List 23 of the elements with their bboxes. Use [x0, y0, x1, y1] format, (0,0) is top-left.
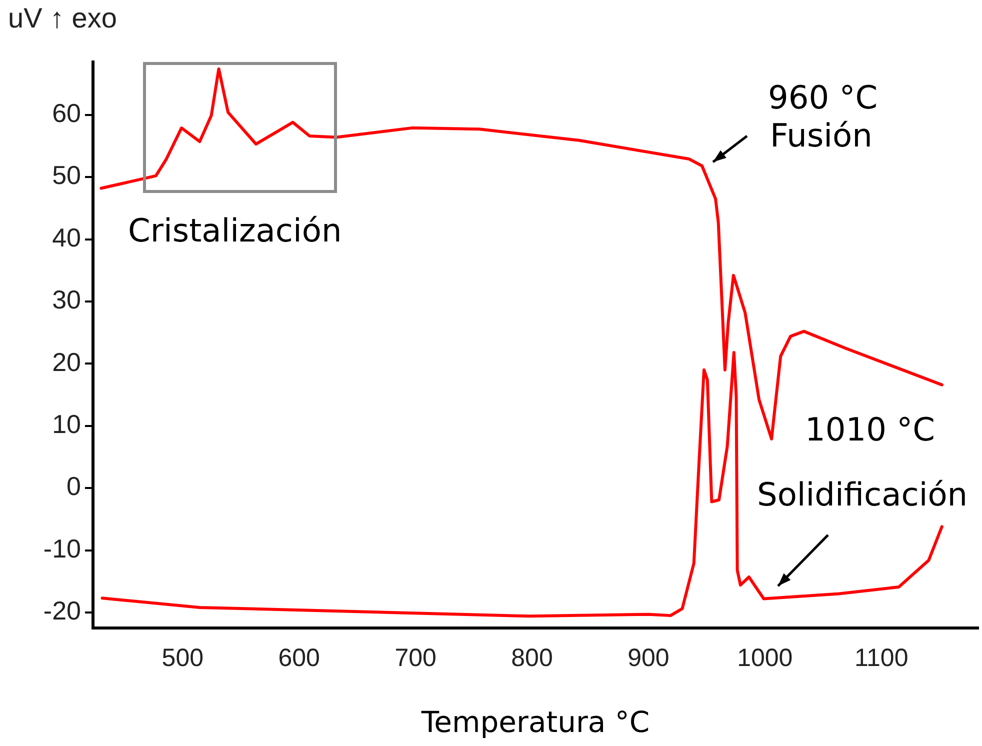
x-axis-title: Temperatura °C [420, 705, 650, 740]
x-tick-label: 600 [278, 644, 320, 672]
y-tick-label: 20 [52, 346, 81, 377]
x-tick-label: 1000 [737, 644, 793, 672]
x-tick-label: 900 [628, 644, 670, 672]
annotation: Cristalización [128, 211, 342, 250]
x-tick-label: 1100 [854, 644, 908, 672]
annotation: Solidificación [757, 475, 968, 514]
y-tick-label: 30 [52, 284, 81, 315]
y-tick-label: -20 [43, 596, 81, 626]
annotation: Fusión [770, 116, 872, 154]
y-tick-label: 50 [52, 160, 81, 190]
x-tick-label: 500 [162, 644, 204, 672]
annotation: 960 °C [768, 78, 878, 116]
y-axis-title: uV ↑ exo [8, 2, 117, 34]
x-tick-label: 700 [394, 644, 436, 672]
y-tick-label: 0 [66, 471, 81, 502]
x-tick-label: 800 [511, 644, 553, 672]
y-tick-label: 40 [52, 222, 81, 252]
y-tick-label: 10 [52, 409, 81, 440]
y-tick-label: 60 [52, 98, 81, 128]
annotation: 1010 °C [805, 410, 935, 448]
y-tick-label: -10 [43, 533, 81, 564]
